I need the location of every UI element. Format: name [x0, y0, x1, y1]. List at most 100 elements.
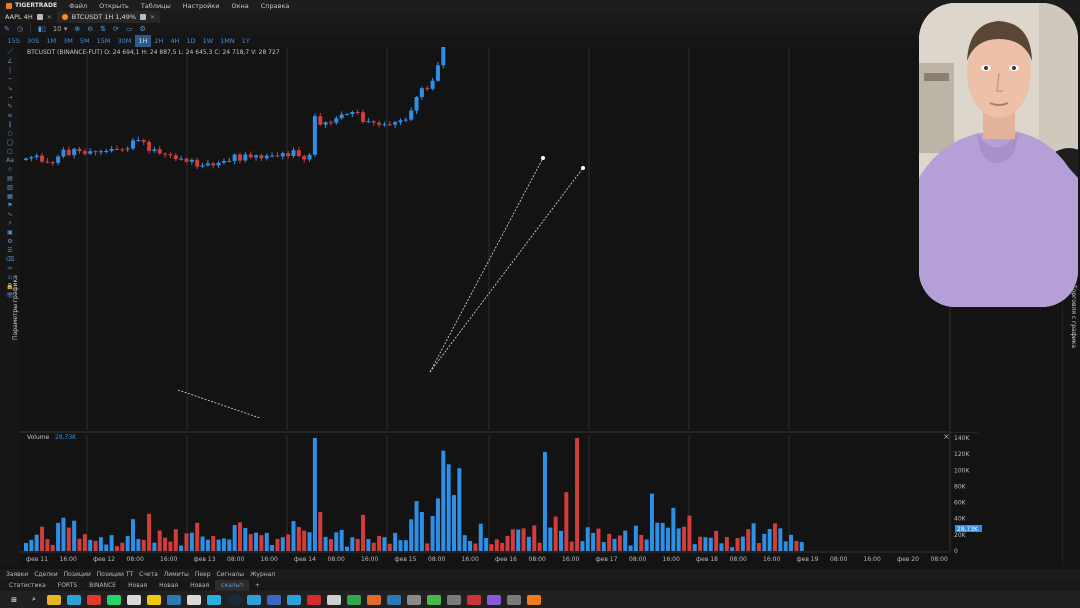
ray-icon[interactable]: ∠ [7, 58, 13, 65]
price-chart[interactable]: 22 800,022 600,022 400,022 200,022 000,0… [20, 47, 1062, 568]
lock-icon[interactable]: 🔒 [6, 283, 14, 290]
timeframe-30s[interactable]: 30S [26, 37, 40, 45]
app-icon[interactable] [327, 594, 341, 605]
menu-item-file[interactable]: Файл [69, 1, 88, 10]
app-icon[interactable] [367, 594, 381, 605]
text-icon[interactable]: Aa [6, 157, 14, 164]
files-icon[interactable] [147, 594, 161, 605]
timeframe-1m[interactable]: 1M [46, 37, 57, 45]
wave-icon[interactable]: ∿ [7, 211, 13, 218]
trend-line-icon[interactable]: ／ [6, 49, 13, 56]
workspace-tab[interactable]: Новая [159, 582, 179, 589]
app-icon[interactable] [407, 594, 421, 605]
timeframe-1h[interactable]: 1H [134, 35, 151, 47]
status-item[interactable]: Сделки [34, 571, 58, 578]
close-icon[interactable]: ✕ [46, 13, 52, 21]
candles-icon[interactable]: ▮▯ [37, 25, 46, 33]
settings-icon[interactable]: ⚙ [139, 25, 146, 33]
status-item[interactable]: Позиции [63, 571, 91, 578]
search-icon[interactable]: ⌕ [32, 595, 36, 603]
gear-icon[interactable]: ⚙ [7, 238, 13, 245]
chrome-icon[interactable] [187, 594, 201, 605]
status-item[interactable]: Заявки [6, 571, 29, 578]
star-icon[interactable]: ☆ [7, 166, 13, 173]
circle-icon[interactable]: ○ [7, 130, 13, 137]
windows-start-icon[interactable]: ⊞ [11, 595, 17, 604]
tigertrade-icon[interactable] [527, 594, 541, 605]
status-item[interactable]: Пеер [194, 571, 211, 578]
status-item[interactable]: Сигналы [216, 571, 244, 578]
app-icon[interactable] [427, 594, 441, 605]
photoshop-icon[interactable] [247, 594, 261, 605]
timeframe-1y[interactable]: 1Y [241, 37, 250, 45]
workspace-tab[interactable]: Статистика [9, 582, 46, 589]
grid-icon[interactable]: ▦ [7, 193, 13, 200]
timeframe-5m[interactable]: 5M [79, 37, 90, 45]
channel-icon[interactable]: ≡ [7, 112, 13, 119]
workspace-tab[interactable]: скальп [215, 580, 250, 591]
workspace-tab[interactable]: Новая [128, 582, 148, 589]
status-item[interactable]: Лимиты [163, 571, 189, 578]
tab-btcusdt[interactable]: BTCUSDT 1H 1,49% ✕ [56, 11, 161, 23]
extended-line-icon[interactable]: ⇢ [7, 94, 13, 101]
status-item[interactable]: Журнал [249, 571, 276, 578]
arrow-icon[interactable]: ↘ [7, 85, 13, 92]
sort-icon[interactable]: ⇅ [100, 25, 106, 33]
timeframe-15s[interactable]: 15S [7, 37, 20, 45]
app-icon[interactable] [267, 594, 281, 605]
tab-aapl[interactable]: AAPL 4H ✕ [0, 11, 57, 23]
status-item[interactable]: Счета [139, 571, 158, 578]
timeframe-1mn[interactable]: 1MN [220, 37, 235, 45]
timeframe-4h[interactable]: 4H [170, 37, 180, 45]
eye-icon[interactable]: 👁 [6, 292, 14, 299]
zoom-field[interactable]: 10 ▾ [52, 25, 68, 33]
app-icon[interactable] [167, 594, 181, 605]
steam-icon[interactable] [227, 594, 241, 605]
magnet-icon[interactable]: ⚡ [7, 220, 13, 227]
chrome-icon[interactable] [127, 594, 141, 605]
chart-params-label[interactable]: Параметры графика [12, 275, 19, 340]
fib-icon[interactable]: ▤ [7, 175, 13, 182]
app-icon[interactable] [467, 594, 481, 605]
timeframe-3m[interactable]: 3M [63, 37, 73, 45]
layout-icon[interactable]: ▭ [125, 25, 133, 33]
pencil-icon[interactable]: ✎ [4, 25, 10, 33]
time-axis[interactable]: фев 11 16:00 фев 12 08:00 16:00 фев 13 08:00 16… [20, 551, 950, 563]
settings-icon[interactable] [36, 14, 43, 20]
timeframe-15m[interactable]: 15M [96, 37, 111, 45]
timeframe-2h[interactable]: 2H [154, 37, 164, 45]
menu-item-tables[interactable]: Таблицы [140, 1, 171, 10]
add-workspace-button[interactable]: + [255, 582, 261, 589]
yandex-icon[interactable] [87, 594, 101, 605]
app-icon[interactable] [487, 594, 501, 605]
vertical-line-icon[interactable]: │ [8, 67, 12, 74]
ruler-icon[interactable]: ▣ [7, 229, 13, 236]
status-item[interactable]: Позиции ТТ [96, 571, 134, 578]
folder-icon[interactable] [47, 594, 61, 605]
timeframe-30m[interactable]: 30M [117, 37, 132, 45]
scissors-icon[interactable]: ✂ [7, 265, 13, 272]
app-icon[interactable] [347, 594, 361, 605]
telegram-icon[interactable] [67, 594, 81, 605]
refresh-icon[interactable]: ⟳ [113, 25, 119, 33]
workspace-tab[interactable]: FORTS [57, 582, 78, 589]
menu-item-windows[interactable]: Окна [231, 1, 249, 10]
eraser-icon[interactable]: ⌫ [5, 256, 15, 263]
settings-icon[interactable] [140, 14, 147, 20]
close-icon[interactable]: ✕ [150, 13, 156, 21]
menu-item-settings[interactable]: Настройки [182, 1, 220, 10]
timeframe-1w[interactable]: 1W [202, 37, 214, 45]
gann-icon[interactable]: ▥ [7, 184, 13, 191]
clock-icon[interactable]: ◷ [16, 25, 23, 33]
app-icon[interactable] [507, 594, 521, 605]
app-icon[interactable] [447, 594, 461, 605]
alert-icon[interactable]: ⚠ [7, 274, 13, 281]
volume-close-icon[interactable]: × [943, 432, 950, 441]
zoom-in-icon[interactable]: ⊕ [74, 25, 81, 33]
rectangle-icon[interactable]: ▢ [7, 148, 13, 155]
opera-icon[interactable] [307, 594, 321, 605]
timeframe-1d[interactable]: 1D [186, 37, 196, 45]
whatsapp-icon[interactable] [107, 594, 121, 605]
brush-icon[interactable]: ✎ [7, 103, 13, 110]
ellipse-icon[interactable]: ◯ [6, 139, 14, 146]
